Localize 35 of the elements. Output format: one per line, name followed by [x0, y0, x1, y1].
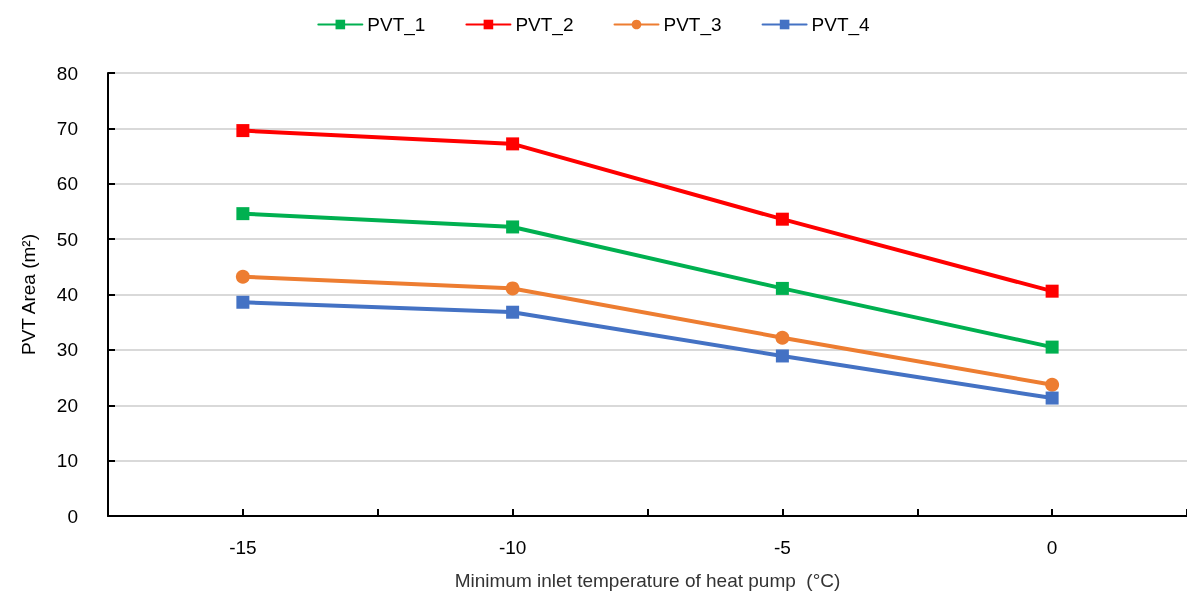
- point: [506, 137, 520, 151]
- point: [775, 212, 789, 226]
- y-tick-label: 30: [56, 339, 78, 361]
- x-tick-label: -5: [773, 537, 791, 558]
- y-tick-label: 70: [56, 117, 78, 139]
- y-tick-label: 0: [67, 505, 78, 527]
- y-tick-label: 60: [56, 173, 78, 195]
- y-tick-label: 50: [56, 228, 78, 250]
- point: [1045, 391, 1059, 405]
- y-tick-label: 80: [56, 62, 78, 84]
- point: [236, 207, 250, 221]
- point: [506, 220, 520, 234]
- legend-label: PVT_1: [367, 14, 426, 36]
- point: [775, 281, 789, 295]
- y-tick-label: 40: [56, 284, 78, 305]
- point: [1045, 340, 1059, 354]
- point: [775, 330, 790, 345]
- legend-label: PVT_3: [663, 14, 722, 36]
- point: [775, 349, 789, 363]
- point: [505, 281, 520, 296]
- point: [235, 269, 250, 284]
- y-axis-title: PVT Area (m²): [18, 233, 39, 356]
- x-tick-label: -15: [229, 537, 257, 558]
- point: [506, 305, 520, 319]
- x-axis-title: Minimum inlet temperature of heat pump (°C): [454, 570, 841, 591]
- legend-label: PVT_4: [811, 14, 871, 36]
- x-tick-label: 0: [1046, 537, 1058, 558]
- point: [1045, 284, 1059, 298]
- point: [236, 124, 250, 138]
- y-tick-label: 20: [56, 394, 78, 416]
- point: [1045, 377, 1060, 392]
- point: [236, 295, 250, 309]
- y-tick-label: 10: [56, 450, 78, 472]
- x-tick-label: -10: [498, 537, 527, 558]
- legend-label: PVT_2: [515, 14, 574, 36]
